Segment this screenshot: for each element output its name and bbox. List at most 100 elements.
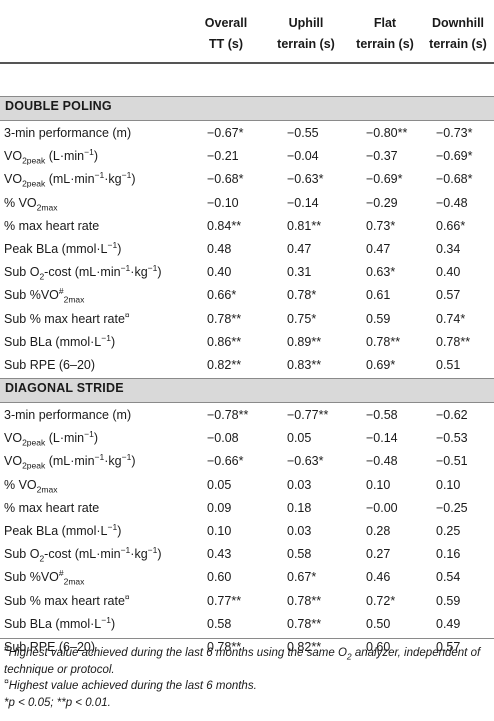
table-cell: 0.59 xyxy=(436,593,461,608)
row-label: % VO2max xyxy=(4,477,58,495)
footnote-hash: #Highest value achieved during the last … xyxy=(4,643,481,676)
table-row: Sub % max heart rate¤ 0.78** 0.75* 0.59 0.74… xyxy=(0,308,494,332)
table-cell: 0.43 xyxy=(207,547,232,562)
table-cell: −0.10 xyxy=(207,195,239,210)
row-label: 3-min performance (m) xyxy=(4,126,132,140)
table-cell: −0.08 xyxy=(207,431,239,446)
table-row: 3-min performance (m) −0.67* −0.55 −0.80** −… xyxy=(0,122,494,146)
table-cell: −0.58 xyxy=(366,408,398,422)
row-label: Peak BLa (mmol·L−1) xyxy=(4,521,122,538)
table-cell: 0.03 xyxy=(287,477,312,492)
table-cell: 0.77** xyxy=(207,593,242,608)
table-cell: −0.53 xyxy=(436,431,468,446)
table-row: Sub % max heart rate¤ 0.77** 0.78** 0.72* 0.… xyxy=(0,590,494,614)
header-uphill: Uphill terrain (s) xyxy=(277,16,335,51)
row-label: % max heart rate xyxy=(4,218,100,233)
table-cell: −0.55 xyxy=(287,126,319,140)
table-row: Sub O2-cost (mL·min−1·kg−1) 0.43 0.58 0.27 0… xyxy=(0,543,494,567)
section-diagonal-stride: DIAGONAL STRIDE xyxy=(0,378,494,402)
table-cell: 0.78** xyxy=(436,334,471,349)
table-cell: 0.78** xyxy=(207,311,242,326)
table-row: % max heart rate 0.09 0.18 −0.00 −0.25 xyxy=(0,497,494,521)
table-cell: 0.78** xyxy=(207,640,242,654)
row-label: % VO2max xyxy=(4,195,58,213)
table-cell: 0.60 xyxy=(366,640,391,654)
table-cell: −0.68* xyxy=(207,172,244,187)
table-cell: 0.78** xyxy=(287,593,322,608)
table-cell: 0.05 xyxy=(287,431,312,446)
table-cell: 0.66* xyxy=(436,218,466,233)
table-cell: 0.05 xyxy=(207,477,232,492)
table-cell: 0.03 xyxy=(287,524,312,538)
table-cell: 0.84** xyxy=(207,218,242,233)
table-cell: 0.18 xyxy=(287,500,312,515)
table-row: Sub %VO#2max 0.60 0.67* 0.46 0.54 xyxy=(0,566,494,590)
table-cell: −0.25 xyxy=(436,500,468,515)
table-cell: 0.57 xyxy=(436,640,461,654)
table-cell: 0.27 xyxy=(366,547,391,562)
row-label: Sub % max heart rate¤ xyxy=(4,591,130,608)
table-row: Sub RPE (6–20) 0.82** 0.83** 0.69* 0.51 xyxy=(0,354,494,378)
row-label: VO2peak (mL·min−1·kg−1) xyxy=(4,452,136,471)
row-label: Sub RPE (6–20) xyxy=(4,358,96,372)
table-cell: 0.82** xyxy=(207,358,242,372)
table-cell: 0.67* xyxy=(287,570,317,585)
header-overall-tt: Overall TT (s) xyxy=(204,16,248,51)
table-row: VO2peak (mL·min−1·kg−1) −0.68* −0.63* −0.69… xyxy=(0,168,494,192)
table-cell: 0.31 xyxy=(287,265,312,280)
table-cell: −0.80** xyxy=(366,126,408,140)
table-cell: 0.10 xyxy=(366,477,391,492)
table-cell: 0.40 xyxy=(207,265,232,280)
table-bottom-rule xyxy=(0,638,494,639)
table-cell: 0.89** xyxy=(287,334,322,349)
row-label: Sub O2-cost (mL·min−1·kg−1) xyxy=(4,263,162,282)
footnote-significance: *p < 0.05; **p < 0.01. xyxy=(4,696,111,709)
row-label: % max heart rate xyxy=(4,500,100,515)
table-row: % VO2max −0.10 −0.14 −0.29 −0.48 xyxy=(0,192,494,216)
table-cell: 0.81** xyxy=(287,218,322,233)
table-row: VO2peak (L·min−1) −0.08 0.05 −0.14 −0.53 xyxy=(0,427,494,451)
row-label: Sub BLa (mmol·L−1) xyxy=(4,614,116,631)
table-row: Sub RPE (6–20) 0.78** 0.82** 0.60 0.57 xyxy=(0,636,494,660)
table-cell: 0.16 xyxy=(436,547,461,562)
row-label: Sub %VO#2max xyxy=(4,286,85,305)
table-cell: 0.82** xyxy=(287,640,322,654)
section-rule-top xyxy=(0,96,494,97)
row-label: VO2peak (L·min−1) xyxy=(4,429,99,448)
table-cell: 0.47 xyxy=(287,242,312,256)
table-row: VO2peak (mL·min−1·kg−1) −0.66* −0.63* −0.48… xyxy=(0,450,494,474)
table-cell: −0.21 xyxy=(207,149,239,164)
table-cell: 0.83** xyxy=(287,358,322,372)
row-label: Sub %VO#2max xyxy=(4,568,85,587)
table-cell: −0.04 xyxy=(287,149,319,164)
table-cell: −0.68* xyxy=(436,172,473,187)
table-row: Sub %VO#2max 0.66* 0.78* 0.61 0.57 xyxy=(0,284,494,308)
table-cell: 0.69* xyxy=(366,358,396,372)
row-label: Sub % max heart rate¤ xyxy=(4,309,130,326)
table-cell: 0.57 xyxy=(436,288,461,303)
header-rule xyxy=(0,62,494,64)
table-cell: 0.58 xyxy=(207,616,232,631)
table-cell: −0.78** xyxy=(207,408,249,422)
table-cell: 0.73* xyxy=(366,218,396,233)
row-label: Peak BLa (mmol·L−1) xyxy=(4,239,122,256)
table-cell: −0.51 xyxy=(436,454,468,469)
table-cell: 0.78** xyxy=(366,334,401,349)
table-cell: 0.75* xyxy=(287,311,317,326)
row-label: 3-min performance (m) xyxy=(4,408,132,422)
row-label: Sub O2-cost (mL·min−1·kg−1) xyxy=(4,545,162,564)
table-cell: 0.49 xyxy=(436,616,461,631)
header-flat: Flat terrain (s) xyxy=(356,16,414,51)
row-label: Sub BLa (mmol·L−1) xyxy=(4,332,116,349)
table-cell: −0.14 xyxy=(287,195,319,210)
table-row: Sub BLa (mmol·L−1) 0.58 0.78** 0.50 0.49 xyxy=(0,613,494,637)
table-cell: 0.50 xyxy=(366,616,391,631)
table-cell: −0.67* xyxy=(207,126,244,140)
table-cell: −0.62 xyxy=(436,408,468,422)
table-cell: 0.66* xyxy=(207,288,237,303)
table-cell: 0.34 xyxy=(436,242,461,256)
table-cell: 0.09 xyxy=(207,500,232,515)
table-cell: −0.77** xyxy=(287,408,329,422)
footnote-currency: ¤Highest value achieved during the last … xyxy=(4,676,257,692)
table-row: % VO2max 0.05 0.03 0.10 0.10 xyxy=(0,474,494,498)
